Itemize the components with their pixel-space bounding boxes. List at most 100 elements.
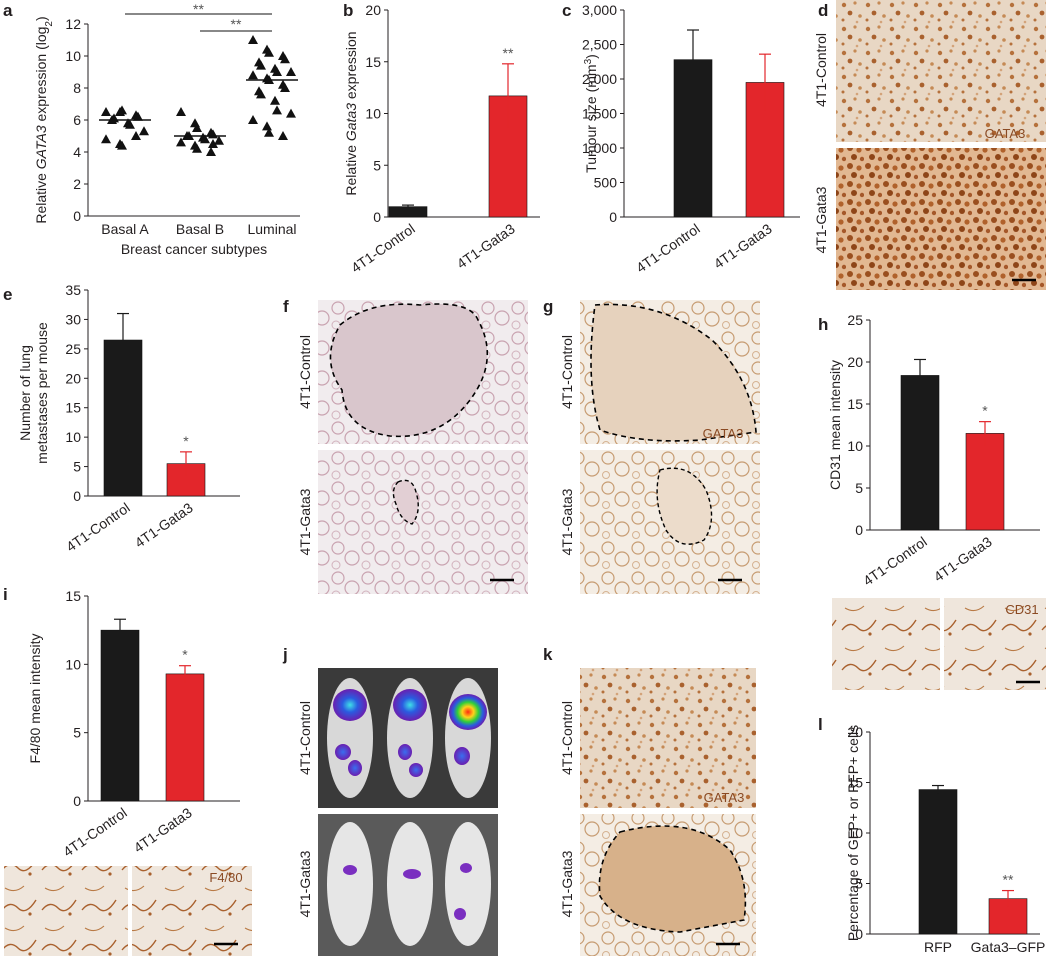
y-axis-label-part-b: Gata3 — [343, 103, 359, 141]
bar-h-0 — [900, 375, 940, 531]
data-point-a-2 — [280, 83, 290, 92]
y-axis-label-b: Relative Gata3 expression — [343, 31, 359, 195]
data-point-a-2 — [248, 35, 258, 44]
micrograph-h-control — [832, 598, 940, 690]
data-point-a-1 — [176, 107, 186, 116]
x-tick-label-b: 4T1-Gata3 — [454, 220, 518, 272]
x-tick-label-a: Basal A — [101, 221, 149, 237]
micrograph-i-control — [4, 866, 128, 956]
row-label-k-control: 4T1-Control — [559, 701, 575, 775]
y-axis-label-c: Tumour size (mm3) — [583, 54, 600, 173]
significance-i-1: * — [182, 647, 188, 663]
y-axis-label-part-a: GATA3 — [33, 125, 49, 169]
y-axis-label-i: F4/80 mean intensity — [27, 634, 43, 764]
tumour-outline-k-gata3 — [598, 825, 747, 933]
micrograph-i-gata3 — [132, 866, 252, 956]
significance-e-1: * — [183, 433, 189, 449]
data-point-a-2 — [286, 67, 296, 76]
y-axis-label-a: Relative GATA3 expression (log2) — [33, 16, 55, 223]
y-tick-label-c: 2,500 — [582, 37, 617, 53]
y-tick-label-l: 20 — [847, 724, 863, 740]
data-point-a-1 — [206, 147, 216, 156]
y-tick-label-e: 15 — [65, 400, 81, 416]
y-tick-label-a: 12 — [65, 16, 81, 32]
chart-i-bar: 0 5 10 15 F4/80 mean intensity 4T1-Control * 4T… — [27, 588, 240, 860]
chart-h-bar: 0 5 10 15 20 25 CD31 mean intensity 4T1-Control… — [827, 312, 1040, 589]
data-point-a-2 — [264, 127, 274, 137]
y-tick-label-e: 20 — [65, 370, 81, 386]
row-label-f-control: 4T1-Control — [297, 335, 313, 409]
x-tick-label-l: Gata3–GFP — [971, 939, 1046, 955]
panel-letter-a: a — [3, 1, 13, 20]
y-axis-label-h: CD31 mean intensity — [827, 360, 843, 490]
y-tick-label-a: 6 — [73, 112, 81, 128]
y-tick-label-l: 0 — [855, 926, 863, 942]
tumour-outline-g-gata3 — [656, 467, 713, 545]
significance-a-1: ** — [231, 16, 242, 32]
tumour-outline-f-control — [329, 303, 489, 438]
y-tick-label-e: 25 — [65, 341, 81, 357]
stain-label-k: GATA3 — [704, 790, 745, 805]
y-tick-label-b: 5 — [373, 157, 381, 173]
panel-letter-d: d — [818, 1, 828, 20]
x-tick-label-c: 4T1-Control — [633, 220, 703, 276]
data-point-a-2 — [264, 47, 274, 57]
y-tick-label-h: 0 — [855, 522, 863, 538]
chart-c-bar: 0 500 1,000 1,500 2,000 2,500 3,000 Tumour size… — [582, 2, 800, 276]
mice-j-control — [327, 678, 491, 798]
row-label-d-gata3: 4T1-Gata3 — [813, 186, 829, 253]
y-tick-label-a: 2 — [73, 176, 81, 192]
y-tick-label-e: 5 — [73, 459, 81, 475]
x-tick-label-a: Luminal — [247, 221, 296, 237]
y-tick-label-h: 10 — [847, 438, 863, 454]
stain-label-i: F4/80 — [209, 870, 242, 885]
y-tick-label-h: 5 — [855, 480, 863, 496]
data-point-a-0 — [117, 105, 127, 115]
panel-letter-f: f — [283, 297, 289, 316]
y-axis-label-part-b: expression — [343, 31, 359, 103]
x-axis-label-a: Breast cancer subtypes — [121, 241, 267, 257]
x-tick-label-i: 4T1-Control — [60, 804, 130, 860]
row-label-g-control: 4T1-Control — [559, 335, 575, 409]
y-tick-label-c: 0 — [609, 209, 617, 225]
data-point-a-2 — [278, 131, 288, 140]
data-point-a-2 — [262, 121, 272, 131]
row-label-j-gata3: 4T1-Gata3 — [297, 850, 313, 917]
y-tick-label-i: 5 — [73, 725, 81, 741]
tumour-outline-g-control — [590, 303, 757, 442]
panel-letter-g: g — [543, 297, 553, 316]
panel-letter-e: e — [3, 285, 12, 304]
stain-label-g: GATA3 — [703, 426, 744, 441]
y-tick-label-b: 20 — [365, 2, 381, 18]
panel-letter-l: l — [818, 715, 823, 734]
data-point-a-0 — [133, 111, 143, 121]
y-tick-label-c: 3,000 — [582, 2, 617, 18]
data-point-a-1 — [176, 137, 186, 147]
y-tick-label-a: 8 — [73, 80, 81, 96]
significance-b-1: ** — [503, 45, 514, 61]
data-point-a-0 — [101, 134, 111, 144]
bar-h-1 — [965, 433, 1005, 531]
y-tick-label-e: 30 — [65, 311, 81, 327]
data-point-a-0 — [131, 131, 141, 140]
data-point-a-2 — [272, 67, 282, 76]
x-tick-label-b: 4T1-Control — [348, 220, 418, 276]
y-tick-label-c: 1,000 — [582, 140, 617, 156]
panel-letter-b: b — [343, 1, 353, 20]
chart-b-bar: 0 5 10 15 20 Relative Gata3 expression 4T1-Con… — [343, 2, 540, 276]
data-point-a-0 — [117, 140, 127, 150]
data-point-a-1 — [200, 134, 210, 144]
row-label-k-gata3: 4T1-Gata3 — [559, 850, 575, 917]
y-tick-label-b: 10 — [365, 106, 381, 122]
data-point-a-2 — [248, 115, 258, 124]
bar-i-1 — [165, 673, 205, 802]
x-tick-label-c: 4T1-Gata3 — [711, 220, 775, 272]
y-axis-label-part-a: expression (log — [33, 27, 49, 126]
significance-l-1: ** — [1003, 872, 1014, 888]
data-point-a-0 — [139, 126, 149, 136]
panel-letter-j: j — [282, 645, 288, 664]
y-tick-label-i: 0 — [73, 793, 81, 809]
y-tick-label-i: 10 — [65, 656, 81, 672]
